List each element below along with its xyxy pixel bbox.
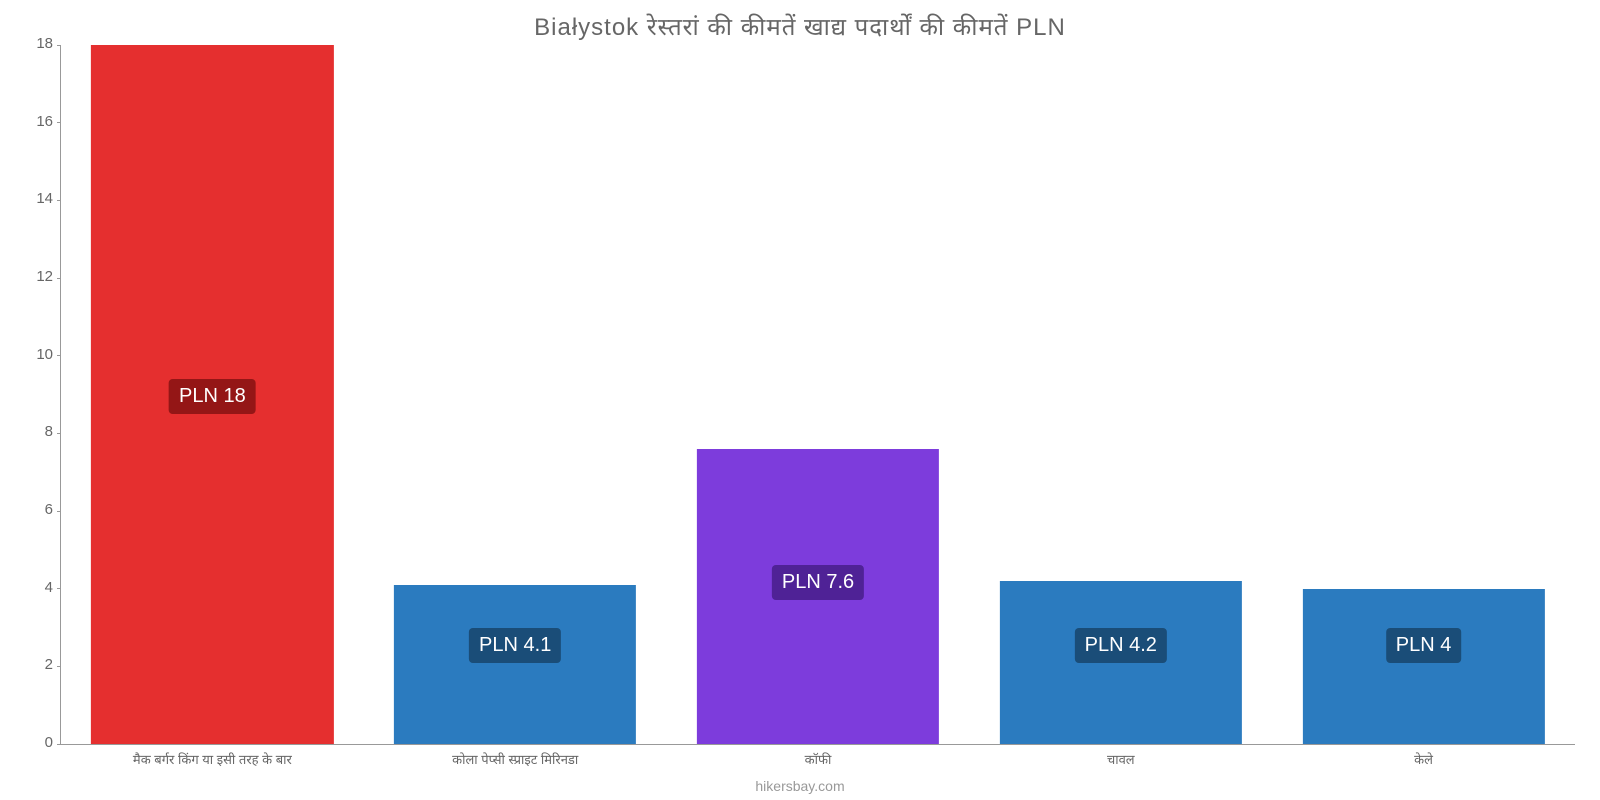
x-axis-label: कॉफी (805, 744, 832, 768)
y-tick-label: 8 (45, 423, 61, 440)
chart-footer: hikersbay.com (0, 778, 1600, 794)
value-badge: PLN 18 (169, 379, 256, 414)
bar (394, 585, 636, 744)
value-badge: PLN 4.2 (1075, 628, 1167, 663)
x-axis-label: केले (1414, 744, 1433, 768)
y-tick-label: 4 (45, 579, 61, 596)
y-tick-label: 18 (36, 35, 61, 52)
x-axis-label: चावल (1107, 744, 1135, 768)
bar (1302, 589, 1544, 744)
bar-slot: PLN 4.2चावल (969, 45, 1272, 744)
y-tick-label: 16 (36, 113, 61, 130)
y-tick-label: 10 (36, 346, 61, 363)
value-badge: PLN 7.6 (772, 565, 864, 600)
bar-slot: PLN 4.1कोला पेप्सी स्प्राइट मिरिनडा (364, 45, 667, 744)
x-axis-label: कोला पेप्सी स्प्राइट मिरिनडा (452, 744, 578, 768)
bars-group: PLN 18मैक बर्गर किंग या इसी तरह के बारPL… (61, 45, 1575, 744)
bar-slot: PLN 4केले (1272, 45, 1575, 744)
value-badge: PLN 4 (1386, 628, 1462, 663)
chart-container: Białystok रेस्तरां की कीमतें खाद्य पदार्… (0, 0, 1600, 800)
y-tick-label: 0 (45, 734, 61, 751)
y-tick-label: 14 (36, 190, 61, 207)
bar-slot: PLN 18मैक बर्गर किंग या इसी तरह के बार (61, 45, 364, 744)
y-tick-label: 2 (45, 656, 61, 673)
value-badge: PLN 4.1 (469, 628, 561, 663)
y-tick-label: 6 (45, 501, 61, 518)
plot-area: PLN 18मैक बर्गर किंग या इसी तरह के बारPL… (60, 45, 1575, 745)
bar-slot: PLN 7.6कॉफी (667, 45, 970, 744)
x-axis-label: मैक बर्गर किंग या इसी तरह के बार (133, 744, 292, 768)
chart-title: Białystok रेस्तरां की कीमतें खाद्य पदार्… (0, 10, 1600, 43)
y-tick-label: 12 (36, 268, 61, 285)
